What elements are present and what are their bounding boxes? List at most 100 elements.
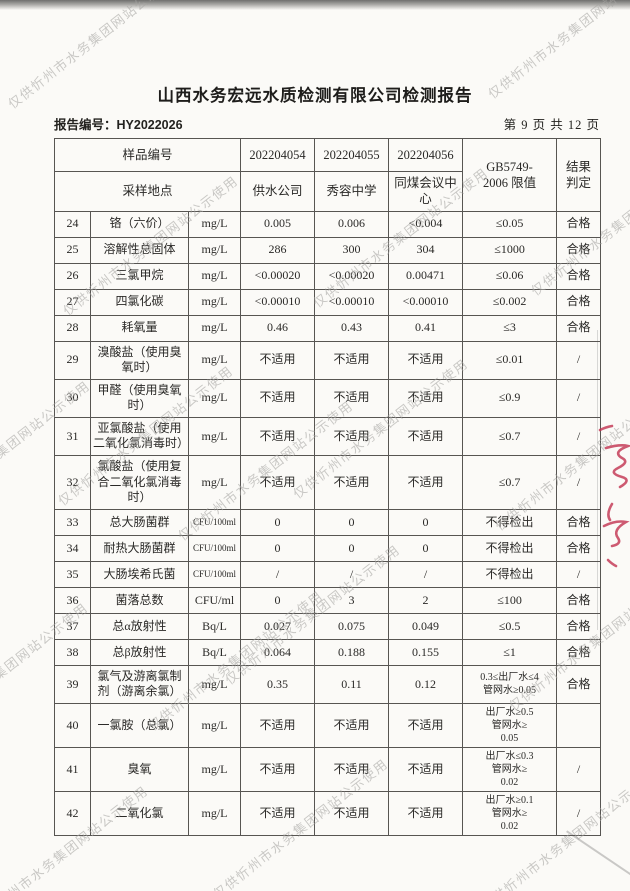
indicator-name: 总β放射性 — [90, 638, 189, 666]
table-row: 41 臭氧 mg/L 不适用 不适用 不适用 出厂水≤0.3 管网水≥ 0.02/ — [54, 747, 602, 793]
row-number: 25 — [54, 236, 91, 264]
row-number: 27 — [54, 288, 91, 316]
unit: mg/L — [187, 703, 242, 749]
value-sample-2: 0.075 — [314, 612, 390, 640]
row-number: 36 — [54, 586, 91, 614]
row-number: 37 — [54, 612, 91, 640]
value-sample-3: 不适用 — [388, 791, 464, 837]
value-sample-2: 不适用 — [314, 455, 390, 510]
indicator-name: 一氯胺（总氯） — [90, 703, 189, 749]
value-sample-2: 0 — [314, 534, 390, 562]
value-sample-1: 0 — [240, 534, 316, 562]
value-sample-1: / — [240, 560, 316, 588]
value-sample-2: 不适用 — [314, 703, 390, 749]
value-sample-1: 不适用 — [240, 703, 316, 749]
value-sample-2: 不适用 — [314, 747, 390, 793]
limit-value: ≤0.05 — [462, 210, 558, 238]
table-row: 36 菌落总数 CFU/ml 0 3 2 ≤100 合格 — [54, 586, 602, 614]
limit-value: ≤0.7 — [462, 455, 558, 510]
limit-value: 不得检出 — [462, 508, 558, 536]
value-sample-3: 不适用 — [388, 416, 464, 457]
table-row: 28 耗氧量 mg/L 0.46 0.43 0.41 ≤3 合格 — [54, 314, 602, 342]
value-sample-3: 不适用 — [388, 703, 464, 749]
scan-edge-top — [0, 0, 630, 10]
limit-value: ≤1 — [462, 638, 558, 666]
value-sample-2: 0.11 — [314, 664, 390, 705]
value-sample-2: 不适用 — [314, 416, 390, 457]
location-1: 供水公司 — [240, 171, 316, 212]
result-value: 合格 — [556, 612, 602, 640]
value-sample-1: 286 — [240, 236, 316, 264]
value-sample-1: <0.00010 — [240, 288, 316, 316]
limit-header: GB5749- 2006 限值 — [462, 138, 558, 212]
table-row: 32 氯酸盐（使用复合二氧化氯消毒时） mg/L 不适用 不适用 不适用 ≤0.7/ — [54, 455, 602, 510]
row-number: 42 — [54, 791, 91, 837]
meta-row: 报告编号：HY2022026 第 9 页 共 12 页 — [54, 114, 600, 133]
row-number: 38 — [54, 638, 91, 666]
limit-value: ≤0.002 — [462, 288, 558, 316]
value-sample-3: 不适用 — [388, 340, 464, 380]
limit-value: 不得检出 — [462, 560, 558, 588]
indicator-name: 溴酸盐（使用臭氧时） — [90, 340, 189, 380]
table-row: 33 总大肠菌群 CFU/100ml 0 0 0 不得检出 合格 — [54, 508, 602, 536]
value-sample-2: 0.006 — [314, 210, 390, 238]
value-sample-2: 不适用 — [314, 378, 390, 418]
result-value: 合格 — [556, 314, 602, 342]
unit: mg/L — [187, 210, 242, 238]
value-sample-1: 不适用 — [240, 455, 316, 510]
table-row: 25 溶解性总固体 mg/L 286 300 304 ≤1000 合格 — [54, 236, 602, 264]
sample-id-1: 202204054 — [240, 138, 316, 172]
value-sample-2: 3 — [314, 586, 390, 614]
limit-value: ≤0.9 — [462, 378, 558, 418]
limit-value: ≤1000 — [462, 236, 558, 264]
indicator-name: 二氧化氯 — [90, 791, 189, 837]
value-sample-3: 不适用 — [388, 378, 464, 418]
unit: mg/L — [187, 236, 242, 264]
unit: Bq/L — [187, 612, 242, 640]
limit-value: ≤0.01 — [462, 340, 558, 380]
unit: CFU/100ml — [187, 534, 242, 562]
results-table: 样品编号 202204054 202204055 202204056 GB574… — [53, 138, 602, 837]
value-sample-1: 不适用 — [240, 747, 316, 793]
row-number: 34 — [54, 534, 91, 562]
result-value: / — [556, 340, 602, 380]
limit-value: 出厂水≥0.1 管网水≥ 0.02 — [462, 791, 558, 837]
value-sample-2: 不适用 — [314, 791, 390, 837]
sampling-location-label: 采样地点 — [53, 171, 242, 212]
unit: CFU/100ml — [187, 560, 242, 588]
scan-fold-shadow — [566, 830, 630, 876]
unit: Bq/L — [187, 638, 242, 666]
row-number: 26 — [54, 262, 91, 290]
report-title: 山西水务宏远水质检测有限公司检测报告 — [157, 87, 473, 105]
result-value: 合格 — [556, 262, 602, 290]
result-value — [556, 703, 602, 749]
indicator-name: 甲醛（使用臭氧时） — [90, 378, 189, 418]
value-sample-2: <0.00020 — [314, 262, 390, 290]
value-sample-1: 0 — [240, 508, 316, 536]
row-number: 41 — [54, 747, 91, 793]
indicator-name: 氯酸盐（使用复合二氧化氯消毒时） — [90, 455, 189, 510]
value-sample-3: / — [388, 560, 464, 588]
sample-number-label: 样品编号 — [53, 138, 242, 172]
result-value: 合格 — [556, 508, 602, 536]
value-sample-1: 0.005 — [240, 210, 316, 238]
table-row: 42 二氧化氯 mg/L 不适用 不适用 不适用 出厂水≥0.1 管网水≥ 0.02/ — [54, 791, 602, 837]
value-sample-1: 不适用 — [240, 340, 316, 380]
indicator-name: 大肠埃希氏菌 — [90, 560, 189, 588]
value-sample-3: 0.12 — [388, 664, 464, 705]
row-number: 32 — [54, 455, 91, 510]
page-indicator: 第 9 页 共 12 页 — [503, 118, 600, 132]
row-number: 33 — [54, 508, 91, 536]
indicator-name: 溶解性总固体 — [90, 236, 189, 264]
table-row: 31 亚氯酸盐（使用二氧化氯消毒时） mg/L 不适用 不适用 不适用 ≤0.7/ — [54, 416, 602, 457]
table-row: 30 甲醛（使用臭氧时） mg/L 不适用 不适用 不适用 ≤0.9/ — [54, 378, 602, 418]
table-row: 26 三氯甲烷 mg/L <0.00020 <0.00020 0.00471 ≤0.06 合格 — [54, 262, 602, 290]
result-value: / — [556, 791, 602, 837]
value-sample-1: 不适用 — [240, 416, 316, 457]
limit-value: 出厂水≥0.5 管网水≥ 0.05 — [462, 703, 558, 749]
value-sample-1: 不适用 — [240, 378, 316, 418]
result-value: / — [556, 747, 602, 793]
value-sample-3: 2 — [388, 586, 464, 614]
table-row: 29 溴酸盐（使用臭氧时） mg/L 不适用 不适用 不适用 ≤0.01/ — [54, 340, 602, 380]
